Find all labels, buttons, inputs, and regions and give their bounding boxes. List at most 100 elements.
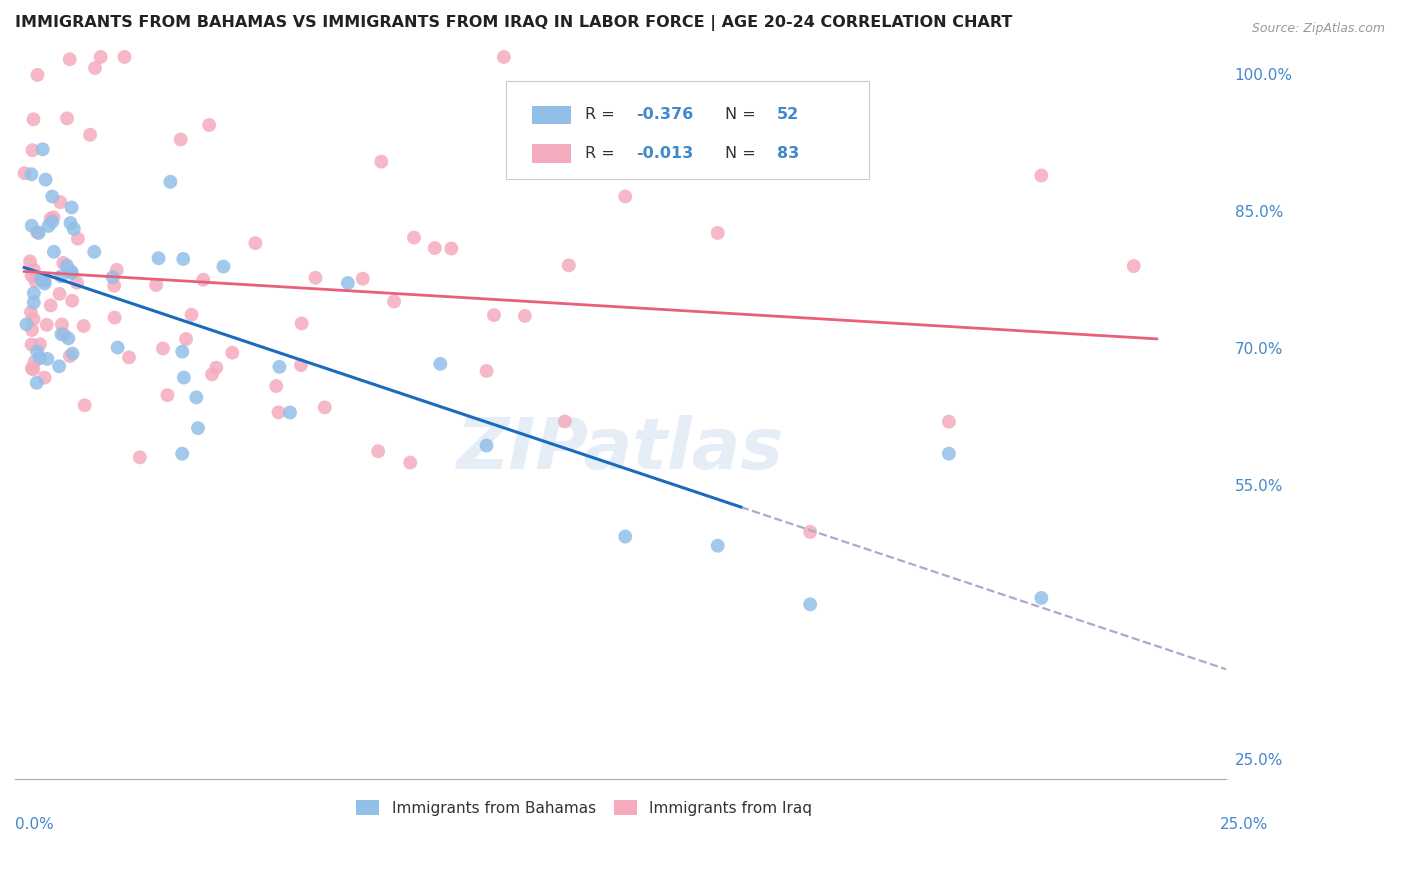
Point — [554, 414, 576, 428]
Text: 70.0%: 70.0% — [1234, 342, 1282, 357]
Text: ZIPatlas: ZIPatlas — [457, 415, 785, 484]
Point — [62, 222, 84, 236]
Point — [172, 447, 194, 461]
Point — [37, 351, 59, 366]
Text: 100.0%: 100.0% — [1234, 68, 1292, 83]
Point — [34, 277, 56, 291]
Point — [32, 273, 55, 287]
Text: 85.0%: 85.0% — [1234, 205, 1282, 219]
Point — [799, 524, 821, 539]
Point — [938, 415, 960, 429]
Point — [114, 50, 136, 64]
Text: N =: N = — [724, 146, 761, 161]
Point — [172, 344, 194, 359]
Point — [20, 167, 42, 181]
Text: IMMIGRANTS FROM BAHAMAS VS IMMIGRANTS FROM IRAQ IN LABOR FORCE | AGE 20-24 CORRE: IMMIGRANTS FROM BAHAMAS VS IMMIGRANTS FR… — [15, 15, 1012, 31]
Point — [304, 270, 326, 285]
FancyBboxPatch shape — [533, 105, 571, 124]
Point — [266, 379, 288, 393]
Point — [41, 189, 63, 203]
Point — [39, 298, 62, 312]
Point — [20, 268, 42, 283]
Point — [482, 308, 505, 322]
Point — [60, 293, 83, 308]
Point — [30, 272, 52, 286]
Point — [72, 318, 94, 333]
Point — [60, 201, 83, 215]
Point — [20, 337, 42, 351]
FancyBboxPatch shape — [533, 145, 571, 163]
Point — [402, 230, 425, 244]
Point — [205, 360, 228, 375]
Point — [22, 262, 45, 277]
Point — [15, 318, 38, 332]
Point — [24, 355, 46, 369]
Point — [314, 401, 336, 415]
Point — [128, 450, 150, 465]
Point — [22, 312, 45, 326]
Point — [83, 244, 105, 259]
Point — [66, 232, 89, 246]
Point — [25, 344, 48, 359]
Point — [28, 226, 51, 240]
Text: 83: 83 — [778, 146, 799, 161]
Point — [492, 50, 515, 64]
Point — [31, 142, 53, 156]
Point — [1031, 591, 1053, 605]
Point — [28, 337, 51, 351]
Point — [14, 166, 37, 180]
Text: 25.0%: 25.0% — [1219, 817, 1268, 832]
Point — [79, 128, 101, 142]
Text: N =: N = — [724, 107, 761, 122]
Point — [513, 309, 536, 323]
Point — [103, 278, 125, 293]
Point — [193, 273, 215, 287]
Point — [186, 391, 208, 405]
Point — [156, 388, 179, 402]
Point — [21, 143, 44, 157]
Point — [59, 52, 82, 66]
Point — [20, 305, 42, 319]
Point — [42, 211, 65, 225]
Point — [90, 50, 112, 64]
Text: -0.376: -0.376 — [637, 107, 693, 122]
Point — [198, 118, 221, 132]
Point — [382, 294, 405, 309]
Point — [799, 598, 821, 612]
Point — [39, 211, 62, 226]
Point — [18, 254, 41, 268]
Point — [22, 295, 45, 310]
Point — [60, 266, 83, 280]
Point — [145, 277, 167, 292]
Point — [558, 258, 581, 272]
Point — [429, 357, 451, 371]
Point — [1122, 259, 1144, 273]
Point — [278, 405, 301, 419]
Point — [352, 271, 374, 285]
Text: R =: R = — [585, 146, 620, 161]
Point — [25, 225, 48, 239]
Point — [21, 323, 44, 337]
Point — [28, 351, 51, 365]
Point — [1031, 169, 1053, 183]
Point — [37, 219, 59, 233]
Point — [212, 260, 235, 274]
Text: 55.0%: 55.0% — [1234, 479, 1282, 494]
Text: R =: R = — [585, 107, 620, 122]
Point — [367, 444, 389, 458]
Point — [706, 226, 728, 240]
Point — [104, 310, 127, 325]
Point — [938, 447, 960, 461]
Point — [52, 256, 75, 270]
Point — [56, 259, 79, 273]
Point — [48, 359, 70, 374]
Point — [159, 175, 181, 189]
Point — [101, 270, 124, 285]
Point — [170, 132, 193, 146]
Point — [59, 349, 82, 363]
Point — [41, 215, 63, 229]
Point — [269, 359, 291, 374]
Text: 25.0%: 25.0% — [1234, 753, 1282, 768]
Point — [34, 370, 56, 384]
Point — [49, 195, 72, 210]
